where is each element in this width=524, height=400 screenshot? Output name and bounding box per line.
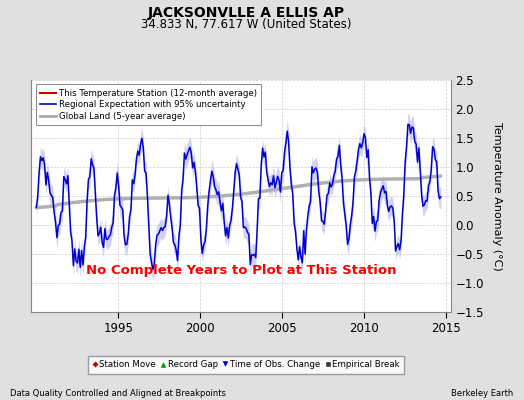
Y-axis label: Temperature Anomaly (°C): Temperature Anomaly (°C)	[493, 122, 503, 270]
Text: No Complete Years to Plot at This Station: No Complete Years to Plot at This Statio…	[86, 264, 396, 277]
Text: 34.833 N, 77.617 W (United States): 34.833 N, 77.617 W (United States)	[141, 18, 352, 31]
Legend: Station Move, Record Gap, Time of Obs. Change, Empirical Break: Station Move, Record Gap, Time of Obs. C…	[88, 356, 405, 374]
Text: Data Quality Controlled and Aligned at Breakpoints: Data Quality Controlled and Aligned at B…	[10, 389, 226, 398]
Text: JACKSONVLLE A ELLIS AP: JACKSONVLLE A ELLIS AP	[148, 6, 345, 20]
Legend: This Temperature Station (12-month average), Regional Expectation with 95% uncer: This Temperature Station (12-month avera…	[36, 84, 261, 125]
Text: Berkeley Earth: Berkeley Earth	[451, 389, 514, 398]
